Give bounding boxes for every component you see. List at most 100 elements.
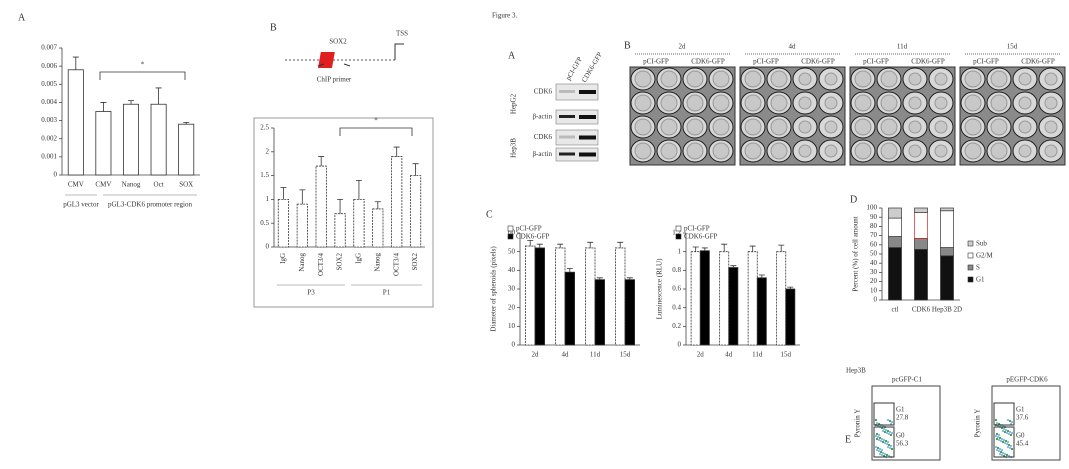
event — [994, 445, 998, 449]
event — [1007, 443, 1011, 447]
y-tick-label: 30 — [870, 268, 878, 276]
spheroid — [798, 120, 812, 134]
bar — [690, 251, 701, 346]
event — [884, 428, 888, 432]
spheroid — [854, 70, 872, 88]
event — [998, 447, 1002, 451]
bar — [391, 156, 403, 248]
event — [880, 453, 884, 457]
event — [1003, 441, 1007, 445]
condition-label: CDK6-GFP — [691, 58, 725, 66]
spheroid — [908, 72, 922, 86]
spheroid — [854, 142, 872, 160]
error-bar — [280, 187, 287, 200]
y-tick-label: 2 — [266, 147, 270, 155]
gate — [993, 402, 1015, 426]
event — [876, 446, 880, 450]
group-label: pGL3-CDK6 promoter region — [108, 201, 192, 209]
spheroid — [964, 70, 982, 88]
y-tick-label: 10 — [870, 286, 878, 294]
spheroid — [744, 70, 762, 88]
condition-label: pCI-GFP — [863, 58, 889, 66]
y-tick-label: 80 — [870, 222, 878, 230]
y-tick-label: 0.6 — [672, 285, 681, 293]
event — [1008, 419, 1012, 423]
event — [890, 447, 894, 451]
day-label: 15d — [1007, 43, 1018, 51]
y-tick-label: 50 — [508, 247, 516, 255]
spheroid — [686, 70, 704, 88]
event — [874, 418, 878, 422]
legend-label: S — [976, 264, 980, 272]
y-tick-label: 40 — [508, 266, 516, 274]
day-label: 4d — [789, 43, 797, 51]
flow-frame — [871, 385, 941, 461]
x-tick-label: SOX2 — [336, 253, 344, 271]
y-tick-label: 50 — [870, 250, 878, 258]
error-bar — [587, 241, 594, 248]
event — [996, 446, 1000, 450]
event — [995, 432, 999, 436]
bar — [747, 251, 758, 346]
legend-swatch — [675, 233, 682, 240]
bar — [624, 279, 636, 346]
error-bar — [318, 156, 325, 167]
band-label: CDK6 — [534, 133, 553, 141]
bar — [594, 279, 606, 346]
primers — [317, 63, 351, 67]
gate-value: 56.3 — [896, 440, 909, 448]
y-tick-label: 20 — [870, 277, 878, 285]
event — [878, 452, 882, 456]
gate — [993, 426, 1015, 458]
charts: A 0 0.001 0.002 0.003 0.004 0.005 0.006 0.007 CMV… — [18, 12, 994, 358]
spheroid — [1018, 96, 1032, 110]
gate-label: G1 — [1016, 406, 1025, 414]
event — [1010, 431, 1014, 435]
panel-letter: B — [270, 22, 277, 33]
x-tick-label: SOX2 — [411, 253, 419, 271]
spheroid — [1044, 144, 1058, 158]
event — [1010, 420, 1014, 424]
bar — [67, 69, 84, 176]
significance: * — [374, 117, 378, 125]
x-tick-label: Nanog — [373, 253, 381, 272]
x-tick-label: 11d — [590, 351, 601, 359]
blot-col: CDK6-GFP — [580, 51, 604, 84]
event — [1006, 440, 1010, 444]
event — [1000, 453, 1004, 457]
x-tick-label: OCT3/4 — [317, 253, 325, 276]
legend-swatch — [967, 252, 974, 259]
bar — [525, 245, 536, 346]
legend-swatch — [675, 225, 682, 232]
event — [994, 418, 998, 422]
spheroid — [1018, 144, 1032, 158]
panel-letter: E — [845, 434, 851, 445]
blot: CDK6 β-actin CDK6 β-actin — [533, 83, 599, 162]
x-tick-label: CMV — [95, 181, 111, 189]
error-bar — [183, 121, 190, 125]
spheroid — [712, 94, 730, 112]
event — [995, 448, 999, 452]
flow-y-label: Pyronin Y — [974, 409, 982, 438]
band-label: CDK6 — [534, 88, 553, 96]
event — [885, 431, 889, 435]
legend-swatch — [967, 264, 974, 271]
spheroid — [744, 118, 762, 136]
spheroid — [660, 142, 678, 160]
event — [1005, 431, 1009, 435]
event — [889, 433, 893, 437]
flow-frame — [991, 385, 1061, 461]
error-bar — [299, 189, 306, 205]
significance-bracket — [339, 127, 413, 136]
x-tick-label: 11d — [752, 351, 763, 359]
event — [886, 429, 890, 433]
event — [994, 434, 998, 438]
event — [888, 446, 892, 450]
x-tick-label: Oct — [154, 181, 164, 189]
flow-plot-title: pEGFP-CDK6 — [1006, 376, 1048, 384]
spheroid — [770, 118, 788, 136]
gate-label: G0 — [1016, 432, 1025, 440]
y-tick-label: 0.005 — [41, 80, 57, 88]
event — [1009, 433, 1013, 437]
